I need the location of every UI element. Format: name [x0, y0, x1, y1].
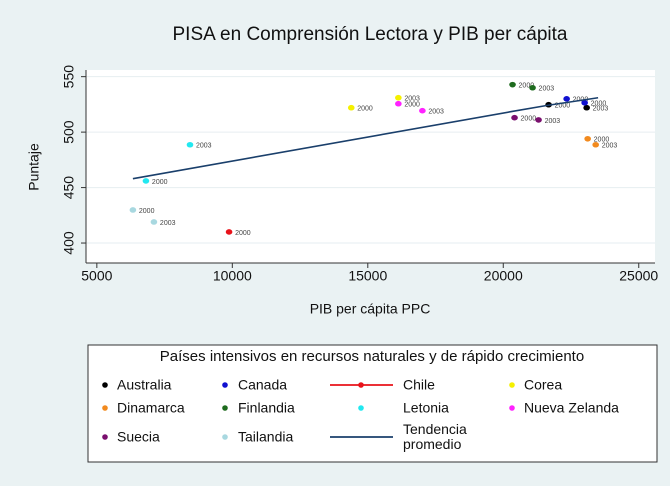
legend-label: Chile: [403, 377, 435, 393]
legend-label-text: Tendencia promedio: [403, 422, 467, 452]
point-label: 2003: [593, 106, 609, 113]
x-tick-label: 20000: [484, 268, 523, 284]
point: [584, 135, 591, 142]
point-label: 2003: [160, 220, 176, 227]
y-tick-label: 500: [61, 120, 77, 144]
point: [583, 104, 590, 111]
point-label: 2000: [139, 208, 155, 215]
legend-title: Países intensivos en recursos naturales …: [160, 348, 584, 365]
legend-label: Canada: [238, 377, 287, 393]
point: [150, 219, 158, 225]
point: [186, 141, 194, 148]
point: [592, 141, 599, 148]
point-label: 2000: [594, 137, 610, 144]
point-label: 2003: [545, 118, 561, 125]
legend-marker: [358, 382, 364, 388]
legend-label: Nueva Zelanda: [524, 400, 619, 416]
legend-marker: [222, 405, 228, 411]
x-tick-label: 5000: [81, 268, 112, 284]
x-axis-label: PIB per cápita PPC: [310, 301, 431, 317]
legend-label: Tailandia: [238, 429, 293, 445]
trend-line: [132, 96, 599, 180]
point: [509, 81, 516, 88]
chart-title: PISA en Comprensión Lectora y PIB per cá…: [173, 24, 568, 45]
legend-label: Tendencia promedio: [403, 422, 467, 452]
point: [395, 100, 402, 107]
point: [129, 207, 137, 213]
legend-label: Suecia: [117, 429, 160, 445]
point-label: 2000: [519, 82, 535, 89]
point: [395, 94, 402, 101]
point: [142, 178, 150, 184]
legend-label: Dinamarca: [117, 400, 185, 416]
point: [535, 117, 542, 123]
legend-marker: [102, 434, 108, 440]
point-label: 2000: [591, 101, 607, 108]
point-label: 2000: [152, 179, 168, 186]
legend-label: Corea: [524, 377, 562, 393]
legend-marker: [509, 405, 515, 411]
legend-marker: [102, 382, 108, 388]
point-label: 2003: [404, 96, 420, 103]
legend-box: [87, 344, 658, 463]
x-tick-label: 15000: [348, 268, 387, 284]
legend-marker: [222, 382, 228, 388]
point-label: 2000: [404, 102, 420, 109]
x-tick-label: 10000: [213, 268, 252, 284]
point-label: 2003: [428, 109, 444, 116]
legend-marker: [222, 434, 228, 440]
point: [419, 107, 426, 114]
point: [581, 99, 588, 106]
point: [563, 96, 570, 102]
point: [529, 84, 536, 91]
y-axis-label: Puntaje: [26, 143, 42, 191]
x-tick-label: 25000: [619, 268, 658, 284]
legend-marker: [358, 405, 364, 411]
point: [347, 104, 355, 111]
point-label: 2000: [555, 103, 571, 110]
legend-label: Letonia: [403, 400, 449, 416]
y-tick-label: 450: [61, 176, 77, 200]
point: [511, 114, 518, 121]
point-label: 2003: [539, 86, 555, 93]
plot-area: [86, 70, 655, 263]
point: [225, 229, 233, 235]
y-tick-label: 550: [61, 65, 77, 89]
legend-marker: [509, 382, 515, 388]
legend-label: Finlandia: [238, 400, 295, 416]
point-label: 2000: [357, 106, 373, 113]
point-label: 2003: [196, 143, 212, 150]
legend-label: Australia: [117, 377, 172, 393]
point-label: 2000: [235, 230, 251, 237]
point-label: 2003: [602, 143, 618, 150]
y-tick-label: 400: [61, 231, 77, 255]
legend-marker: [102, 405, 108, 411]
point-label: 2000: [521, 116, 537, 123]
